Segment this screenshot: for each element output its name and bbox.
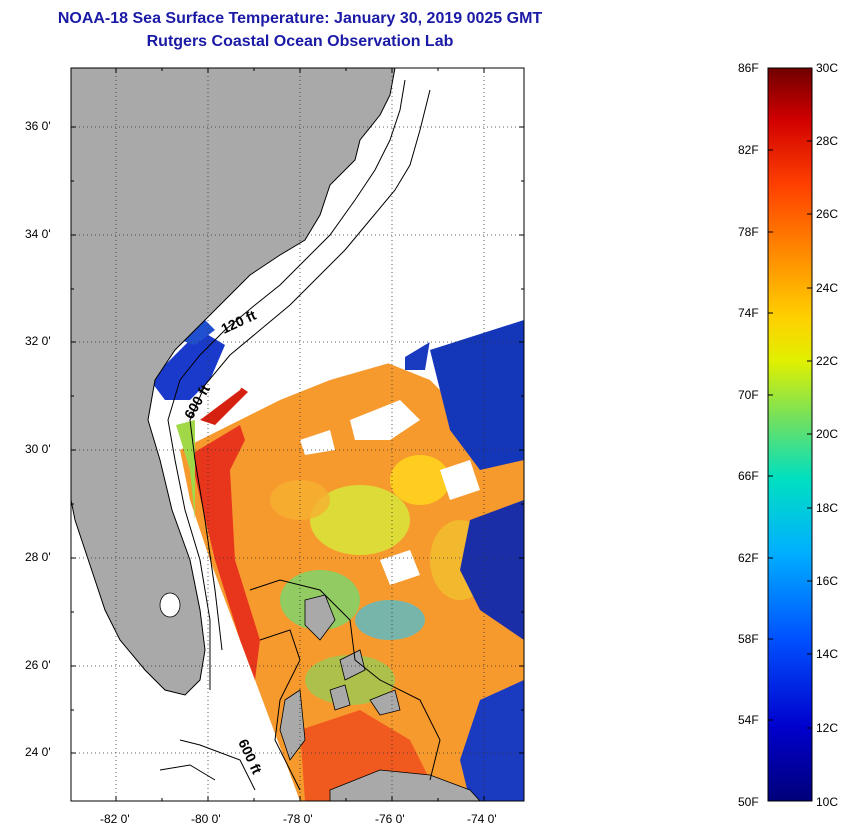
map-area: 120 ft 600 ft 600 ft bbox=[71, 68, 524, 801]
lat-label-32: 32 0' bbox=[25, 334, 51, 348]
land-bahamas bbox=[279, 594, 401, 761]
colorbar-c-label-24: 24C bbox=[816, 281, 839, 295]
lon-label-74: -74 0' bbox=[467, 812, 497, 826]
colorbar-f-label-54: 54F bbox=[738, 713, 759, 727]
land-southeast-us bbox=[71, 68, 396, 696]
cloud-mask bbox=[200, 100, 524, 585]
colorbar-f-label-70: 70F bbox=[738, 388, 759, 402]
colorbar-c-label-12: 12C bbox=[816, 721, 839, 735]
sst-florida-shelf bbox=[176, 420, 195, 520]
colorbar bbox=[767, 67, 813, 802]
lon-label-78: -78 0' bbox=[283, 812, 313, 826]
colorbar-ticks bbox=[768, 140, 812, 729]
sst-red-filament bbox=[200, 318, 285, 425]
map-subtitle: Rutgers Coastal Ocean Observation Lab bbox=[146, 33, 454, 50]
colorbar-f-label-58: 58F bbox=[738, 632, 759, 646]
colorbar-c-label-16: 16C bbox=[816, 574, 839, 588]
colorbar-f-label-50: 50F bbox=[738, 795, 759, 809]
map-frame bbox=[70, 67, 525, 802]
lat-label-26: 26 0' bbox=[25, 658, 51, 672]
colorbar-c-label-18: 18C bbox=[816, 501, 839, 515]
land-cuba bbox=[329, 769, 481, 801]
colorbar-f-label-66: 66F bbox=[738, 469, 759, 483]
map-title: NOAA-18 Sea Surface Temperature: January… bbox=[57, 10, 543, 27]
colorbar-f-label-62: 62F bbox=[738, 551, 759, 565]
lon-label-76: -76 0' bbox=[375, 812, 405, 826]
lat-label-34: 34 0' bbox=[25, 227, 51, 241]
lon-label-80: -80 0' bbox=[191, 812, 221, 826]
colorbar-c-label-22: 22C bbox=[816, 354, 839, 368]
colorbar-c-label-26: 26C bbox=[816, 207, 839, 221]
lat-label-36: 36 0' bbox=[25, 119, 51, 133]
sst-mixed-patches bbox=[270, 455, 490, 705]
lat-label-30: 30 0' bbox=[25, 442, 51, 456]
map-ticks bbox=[71, 68, 524, 801]
colorbar-c-label-30: 30C bbox=[816, 61, 839, 75]
lon-label-82: -82 0' bbox=[100, 812, 130, 826]
bathymetry-contours bbox=[159, 79, 441, 791]
colorbar-c-label-10: 10C bbox=[816, 795, 839, 809]
lat-label-24: 24 0' bbox=[25, 745, 51, 759]
lat-label-28: 28 0' bbox=[25, 550, 51, 564]
colorbar-f-label-82: 82F bbox=[738, 143, 759, 157]
colorbar-f-label-78: 78F bbox=[738, 225, 759, 239]
colorbar-c-label-28: 28C bbox=[816, 134, 839, 148]
colorbar-f-label-74: 74F bbox=[738, 306, 759, 320]
colorbar-f-label-86: 86F bbox=[738, 61, 759, 75]
sst-gulfstream-core bbox=[190, 425, 260, 680]
colorbar-c-label-20: 20C bbox=[816, 427, 839, 441]
colorbar-c-label-14: 14C bbox=[816, 647, 839, 661]
lake-okeechobee bbox=[159, 592, 181, 618]
